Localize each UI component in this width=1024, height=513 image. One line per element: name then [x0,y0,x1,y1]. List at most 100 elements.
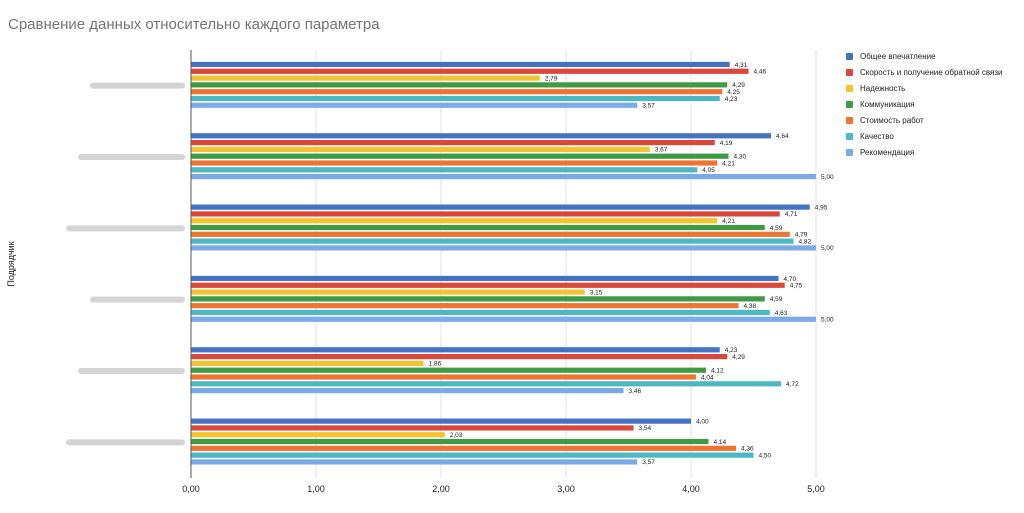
legend-item: Качество [846,128,1003,144]
category-label [66,439,185,446]
data-label: 4,25 [727,89,740,96]
data-label: 3,67 [655,147,668,154]
legend-label: Качество [860,131,894,141]
data-label: 4,19 [720,140,733,147]
bar [191,160,718,166]
data-label: 4,63 [775,310,788,317]
legend: Общее впечатление Скорость и получение об… [846,48,1003,160]
bar [191,425,634,431]
legend-swatch [846,52,853,60]
data-label: 1,86 [429,361,442,368]
category-label [78,368,185,374]
data-label: 4,82 [799,238,812,245]
bar [191,68,749,74]
data-label: 2,03 [450,432,463,439]
legend-label: Скорость и получение обратной связи [860,67,1003,77]
bar [191,211,780,217]
data-label: 4,46 [754,69,767,76]
bar [191,289,585,295]
legend-item: Скорость и получение обратной связи [846,64,1003,80]
category-label [78,154,185,160]
bar [191,445,736,451]
data-label: 4,21 [722,160,735,167]
data-label: 3,15 [590,289,603,296]
legend-label: Надежность [860,83,906,93]
bar [191,381,781,387]
bar [191,238,794,244]
data-label: 4,70 [784,276,797,283]
data-label: 4,23 [725,347,738,354]
data-label: 4,95 [815,204,828,211]
bar [191,89,723,95]
category-label [66,225,185,232]
bar [191,418,691,424]
y-axis-title: Подрядчик [6,241,16,286]
bar [191,303,739,309]
bar [191,388,624,394]
bar [191,367,706,373]
data-label: 4,23 [725,96,738,103]
x-tick-label: 0,00 [182,484,200,494]
data-label: 4,79 [795,232,808,239]
data-label: 4,50 [759,452,772,459]
bar [191,218,718,224]
bar [191,374,696,380]
legend-label: Стоимость работ [860,115,924,125]
legend-swatch [846,100,853,108]
data-label: 4,71 [785,211,798,218]
data-label: 3,57 [642,103,655,110]
data-label: 4,36 [741,446,754,453]
data-label: 4,00 [696,418,709,425]
bar [191,153,729,159]
bar [191,432,445,438]
x-tick-label: 3,00 [557,484,575,494]
legend-swatch [846,84,853,92]
bar [191,146,650,152]
bar [191,133,771,139]
data-label: 5,00 [821,317,834,324]
bar [191,282,785,288]
data-label: 3,57 [642,459,655,466]
data-label: 4,04 [701,374,714,381]
legend-swatch [846,116,853,124]
bar [191,204,810,210]
legend-item: Надежность [846,80,1003,96]
x-tick-label: 2,00 [432,484,450,494]
bar [191,275,779,282]
data-label: 3,46 [629,388,642,395]
legend-item: Рекомендация [846,144,1003,160]
data-label: 4,64 [776,133,789,140]
bar [191,61,730,68]
legend-label: Коммуникация [860,99,915,109]
data-label: 4,21 [722,218,735,225]
bar [191,82,728,88]
legend-item: Стоимость работ [846,112,1003,128]
bar [191,174,816,180]
bar [191,452,754,458]
data-label: 4,38 [744,303,757,310]
data-label: 2,79 [545,75,558,82]
bar [191,459,638,465]
bar [191,354,728,360]
bar [191,140,715,146]
category-label [90,82,185,89]
bar [191,347,720,353]
data-label: 4,31 [735,62,748,69]
data-label: 4,75 [790,283,803,290]
x-tick-label: 4,00 [682,484,700,494]
bar [191,360,424,366]
legend-item: Коммуникация [846,96,1003,112]
data-label: 3,54 [639,425,652,432]
legend-label: Рекомендация [860,147,915,157]
bar [191,316,816,322]
bar [191,231,790,237]
data-label: 4,29 [732,82,745,89]
legend-swatch [846,132,853,140]
data-label: 5,00 [821,174,834,181]
data-label: 4,05 [702,167,715,174]
bar [191,224,765,231]
data-label: 4,29 [732,354,745,361]
legend-swatch [846,68,853,76]
data-label: 4,14 [714,439,727,446]
